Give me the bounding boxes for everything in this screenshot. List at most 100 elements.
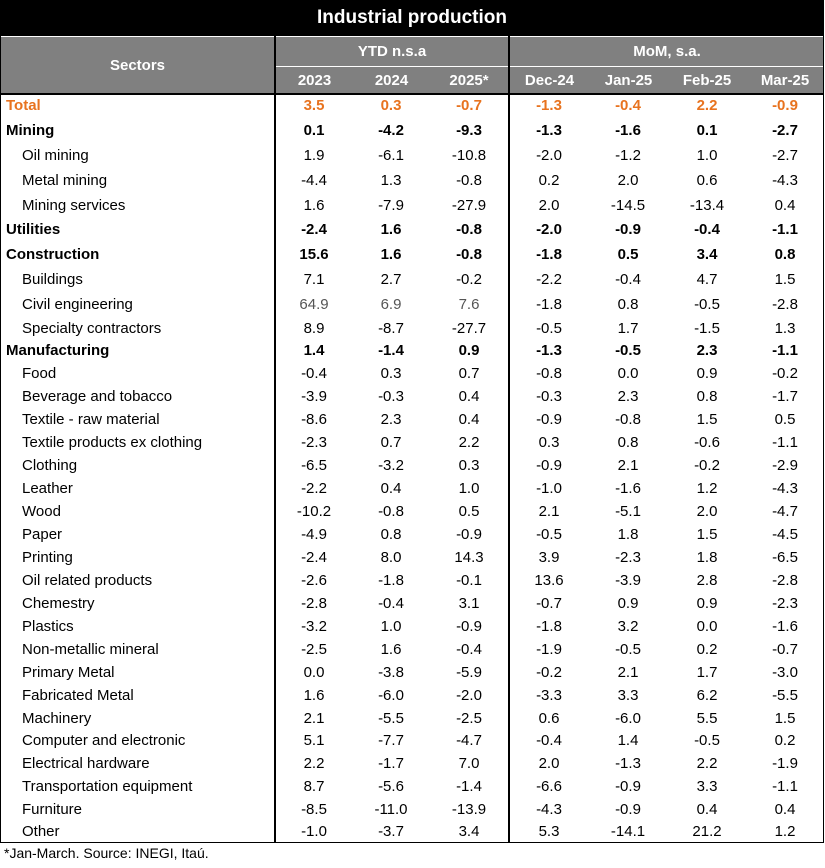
row-label: Computer and electronic [22,732,186,749]
row-value: 0.2 [774,732,796,749]
row-value: 1.6 [380,641,402,658]
row-label: Total [6,97,41,114]
row-value: 3.5 [303,97,325,114]
row-value: 3.3 [696,778,718,795]
table-row: Clothing -6.5 -3.2 0.3 -0.9 2.1 -0.2 -2.9 [0,454,824,477]
row-value: 0.4 [774,801,796,818]
row-value: -2.6 [301,572,327,589]
row-value: -3.9 [615,572,641,589]
row-value: -0.8 [536,365,562,382]
row-value: 1.7 [696,664,718,681]
row-label: Fabricated Metal [22,687,134,704]
row-value: 1.2 [696,480,718,497]
row-value: 0.4 [458,388,480,405]
row-value: 1.6 [380,246,402,263]
row-value: -4.3 [772,480,798,497]
row-value: -10.2 [296,503,332,520]
row-value: -4.3 [536,801,562,818]
row-value: -0.2 [694,457,720,474]
row-value: 6.2 [696,687,718,704]
row-value: -1.1 [772,221,798,238]
row-value: 0.2 [696,641,718,658]
sectors-divider [274,36,276,843]
row-label: Specialty contractors [22,320,162,337]
row-value: -3.9 [301,388,327,405]
row-value: -2.8 [301,595,327,612]
row-value: -1.3 [536,342,562,359]
row-value: -0.9 [615,778,641,795]
row-value: -1.6 [772,618,798,635]
table-row: Mining 0.1 -4.2 -9.3 -1.3 -1.6 0.1 -2.7 [0,119,824,142]
row-label: Construction [6,246,100,263]
table-row: Other -1.0 -3.7 3.4 5.3 -14.1 21.2 1.2 [0,820,824,843]
row-value: -4.9 [301,526,327,543]
row-label: Paper [22,526,63,543]
row-value: -4.3 [772,172,798,189]
row-label: Transportation equipment [22,778,193,795]
row-value: -2.3 [301,434,327,451]
row-value: -0.2 [536,664,562,681]
row-value: -0.5 [536,526,562,543]
row-value: 13.6 [534,572,564,589]
row-value: -1.8 [378,572,404,589]
row-value: 0.6 [538,710,560,727]
table-row: Electrical hardware 2.2 -1.7 7.0 2.0 -1.3 2.2 -… [0,752,824,775]
row-value: 0.9 [458,342,480,359]
row-label: Electrical hardware [22,755,150,772]
row-value: -0.7 [772,641,798,658]
row-value: -6.1 [378,147,404,164]
row-value: -5.1 [615,503,641,520]
row-value: 2.0 [538,755,560,772]
row-label: Utilities [6,221,61,238]
row-label: Mining [6,122,55,139]
row-value: 0.8 [774,246,796,263]
row-value: 7.1 [303,271,325,288]
row-value: -1.6 [615,480,641,497]
row-value: 0.8 [696,388,718,405]
row-value: 3.3 [617,687,639,704]
row-label: Chemestry [22,595,95,612]
row-label: Leather [22,480,73,497]
row-value: -0.5 [615,342,641,359]
table-row: Machinery 2.1 -5.5 -2.5 0.6 -6.0 5.5 1.5 [0,707,824,730]
row-label: Printing [22,549,73,566]
row-value: -2.5 [456,710,482,727]
row-value: -2.2 [301,480,327,497]
row-value: 2.1 [617,457,639,474]
row-value: -1.9 [772,755,798,772]
row-value: -6.0 [378,687,404,704]
row-label: Machinery [22,710,92,727]
mom-group-header: MoM, s.a. [510,37,824,66]
row-value: -1.7 [378,755,404,772]
row-value: -1.3 [615,755,641,772]
row-value: -4.5 [772,526,798,543]
row-value: -8.5 [301,801,327,818]
month-header-dec-24: Dec-24 [510,67,589,93]
table-title: Industrial production [0,0,824,36]
row-value: -2.8 [772,296,798,313]
year-header-2025: 2025* [430,67,508,93]
row-value: 2.2 [696,97,718,114]
row-value: -27.7 [451,320,487,337]
row-value: -0.7 [536,595,562,612]
row-value: 1.4 [617,732,639,749]
row-value: 2.2 [696,755,718,772]
row-value: -0.6 [694,434,720,451]
row-value: -1.1 [772,342,798,359]
row-value: 0.1 [303,122,325,139]
row-value: 3.2 [617,618,639,635]
row-value: 14.3 [454,549,484,566]
row-value: -0.8 [456,172,482,189]
row-value: 1.6 [303,197,325,214]
row-value: -2.8 [772,572,798,589]
row-value: -2.4 [301,221,327,238]
row-value: -6.6 [536,778,562,795]
row-value: -14.5 [610,197,646,214]
table-row: Specialty contractors 8.9 -8.7 -27.7 -0.5 1.7… [0,317,824,340]
row-value: 2.3 [696,342,718,359]
row-value: 21.2 [692,823,722,840]
row-value: -1.2 [615,147,641,164]
row-value: -1.3 [536,122,562,139]
row-value: 1.8 [617,526,639,543]
table-row: Oil related products -2.6 -1.8 -0.1 13.6 -3.9… [0,569,824,592]
